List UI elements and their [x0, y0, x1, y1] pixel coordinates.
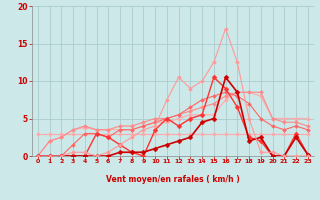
X-axis label: Vent moyen/en rafales ( km/h ): Vent moyen/en rafales ( km/h )	[106, 175, 240, 184]
